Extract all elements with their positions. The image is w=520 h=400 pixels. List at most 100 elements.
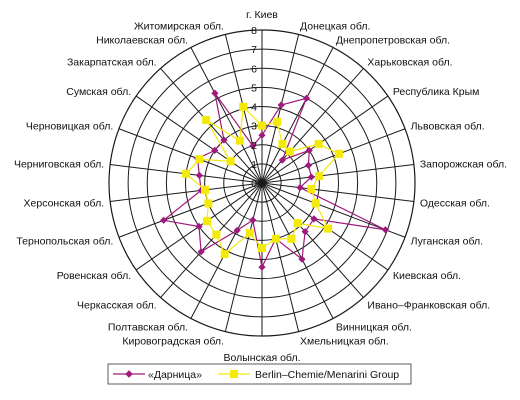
category-label-ивано-франковская-обл: Ивано–Франковская обл. [367, 299, 490, 311]
category-label-черновицкая-обл: Черновицкая обл. [26, 121, 113, 133]
category-label-херсонская-обл: Херсонская обл. [24, 198, 105, 210]
data-point-series-2-полтавская-обл [220, 250, 229, 259]
grid-spoke-15 [224, 182, 263, 332]
category-label-черкасская-обл: Черкасская обл. [77, 299, 157, 311]
grid-spoke-4 [261, 68, 364, 184]
data-point-series-2-ровенская-обл [202, 217, 211, 226]
legend-marker-series-2 [230, 370, 238, 378]
data-point-series-1-львовская-обл [304, 161, 313, 169]
data-point-series-1-донецкая-обл [277, 101, 285, 109]
category-label-киевская-обл: Киевская обл. [393, 270, 461, 282]
legend-label-series-2: Berlin–Chemie/Menarini Group [255, 369, 399, 381]
legend-marker-series-1 [125, 370, 133, 378]
tick-label-4: 4 [251, 102, 257, 114]
radial-tick-labels: 0 1 2 3 4 5 6 7 8 [251, 25, 257, 190]
category-label-закарпатская-обл: Закарпатская обл. [67, 57, 157, 69]
grid-spoke-17 [160, 182, 263, 298]
data-point-series-2-кировоградская-обл [245, 229, 254, 238]
category-label-харьковская-обл: Харьковская обл. [367, 57, 452, 69]
grid-spoke-3 [261, 47, 334, 184]
data-point-series-2-киевская-обл [324, 224, 333, 233]
data-point-series-1-ивано-франковская-обл [301, 228, 309, 236]
category-label-винницкая-обл: Винницкая обл. [336, 321, 412, 333]
data-point-series-2-тернопольская-обл [204, 199, 213, 208]
category-label-одесская-обл: Одесская обл. [420, 198, 490, 210]
tick-label-0: 0 [251, 178, 257, 190]
grid-spoke-7 [261, 164, 414, 184]
data-point-series-1-черниговская-обл [195, 171, 203, 179]
category-label-ровенская-обл: Ровенская обл. [57, 270, 131, 282]
data-point-series-2-донецкая-обл [273, 117, 282, 126]
data-point-series-2-ивано-франковская-обл [293, 219, 302, 228]
data-point-series-2-житомирская-обл [239, 102, 248, 111]
tick-label-8: 8 [251, 25, 257, 37]
data-point-series-2-республика-крым [314, 139, 323, 148]
data-point-series-2-херсонская-обл [201, 185, 210, 194]
tick-label-7: 7 [251, 44, 257, 56]
data-point-series-1-запорожская-обл [307, 173, 315, 181]
category-label-полтавская-обл: Полтавская обл. [108, 321, 188, 333]
data-point-series-2-г-киев [258, 121, 266, 130]
grid-spoke-8 [261, 182, 414, 202]
category-label-львовская-обл: Львовская обл. [411, 121, 485, 133]
data-point-series-2-луганская-обл [311, 199, 320, 208]
category-label-республика-крым: Республика Крым [393, 86, 480, 98]
grid-spoke-22 [118, 128, 263, 184]
data-point-series-1-тернопольская-обл [160, 216, 168, 224]
data-point-series-1-черкасская-обл [197, 248, 205, 256]
category-label-черниговская-обл: Черниговская обл. [14, 158, 104, 170]
data-point-series-2-харьковская-обл [285, 147, 294, 156]
grid-spoke-19 [118, 182, 263, 238]
data-point-series-2-одесская-обл [307, 184, 316, 193]
data-point-series-1-полтавская-обл [233, 226, 241, 235]
category-label-житомирская-обл: Житомирская обл. [134, 21, 224, 33]
category-label-волынская-обл: Волынская обл. [223, 352, 300, 364]
legend: «Дарница» Berlin–Chemie/Menarini Group [107, 363, 412, 385]
data-point-series-2-черниговская-обл [182, 169, 191, 178]
grid-spoke-24 [160, 68, 263, 184]
data-point-series-1-киевская-обл [310, 215, 318, 223]
data-point-series-1-г-киев [258, 131, 266, 139]
grid-spoke-2 [261, 34, 300, 184]
category-label-запорожская-обл: Запорожская обл. [420, 158, 507, 170]
tick-label-5: 5 [251, 82, 257, 94]
grid-spoke-5 [261, 95, 389, 184]
category-label-хмельницкая-обл: Хмельницкая обл. [300, 335, 389, 347]
data-point-series-2-черновицкая-обл [195, 155, 204, 164]
tick-label-2: 2 [251, 140, 257, 152]
category-label-днепропетровская-обл: Днепропетровская обл. [336, 35, 450, 47]
data-point-series-1-николаевская-обл [211, 89, 219, 97]
data-point-series-1-сумская-обл [211, 146, 219, 155]
radar-series [160, 89, 389, 271]
data-point-series-1-волынская-обл [258, 263, 266, 271]
category-label-сумская-обл: Сумская обл. [66, 86, 131, 98]
category-label-г-киев: г. Киев [246, 9, 278, 21]
data-point-series-1-ровенская-обл [195, 222, 203, 231]
data-point-series-1-харьковская-обл [278, 156, 286, 164]
grid-spoke-20 [110, 182, 263, 202]
data-point-series-1-житомирская-обл [249, 142, 257, 150]
data-point-series-2-закарпатская-обл [202, 116, 211, 125]
data-point-series-2-днепропетровская-обл [278, 140, 287, 149]
category-label-донецкая-обл: Донецкая обл. [300, 21, 370, 33]
grid-spoke-13 [261, 182, 300, 332]
data-point-series-1-кировоградская-обл [249, 216, 257, 224]
grid-spoke-12 [261, 182, 334, 319]
category-label-луганская-обл: Луганская обл. [411, 235, 483, 247]
data-point-series-1-одесская-обл [296, 184, 304, 192]
data-point-series-1-республика-крым [305, 146, 313, 155]
category-labels: г. Киев Донецкая обл. Днепропетровская обл… [14, 9, 507, 364]
data-point-series-2-львовская-обл [334, 149, 343, 158]
grid-spoke-25 [190, 47, 263, 184]
data-point-series-1-луганская-обл [381, 226, 389, 234]
data-point-series-2-запорожская-обл [314, 172, 323, 181]
grid-spoke-23 [135, 95, 263, 184]
data-point-series-1-закарпатская-обл [220, 136, 228, 144]
grid-spoke-6 [261, 128, 406, 184]
category-label-николаевская-обл: Николаевская обл. [96, 35, 188, 47]
tick-label-1: 1 [251, 159, 257, 171]
data-point-series-2-николаевская-обл [235, 136, 244, 145]
